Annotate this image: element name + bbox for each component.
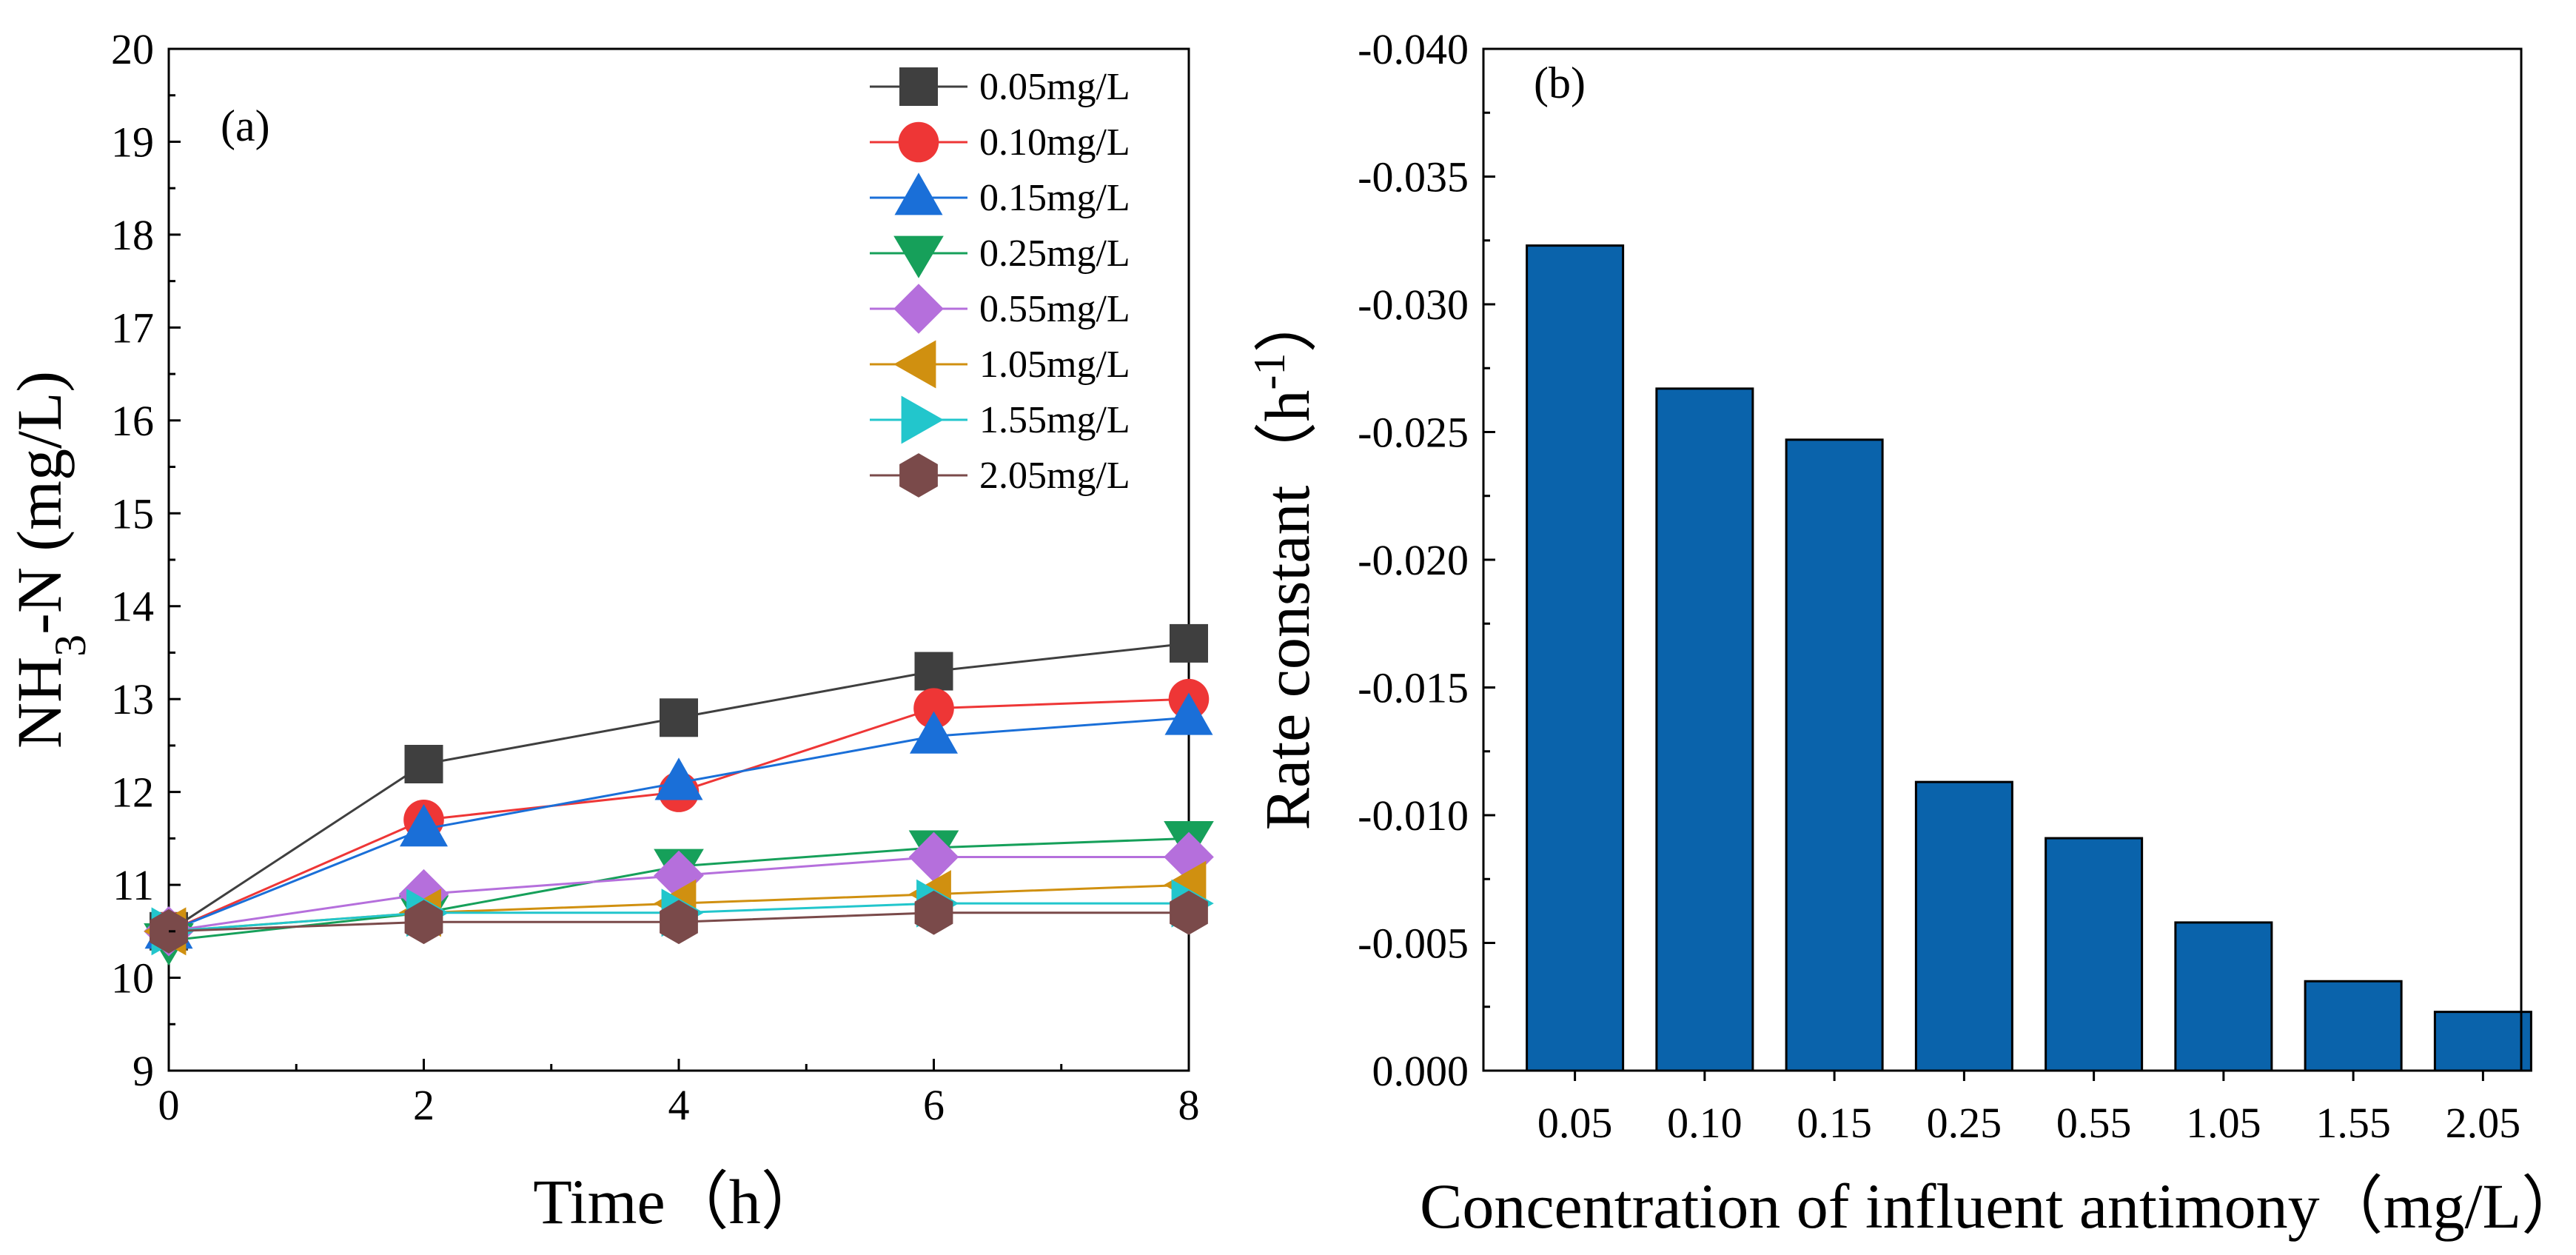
data-point bbox=[404, 745, 443, 783]
x-tick-label: 2.05 bbox=[2446, 1099, 2521, 1147]
bar bbox=[1785, 438, 1884, 1072]
panel-b-axes: 0.000 -0.005 -0.010 -0.015 -0.020 -0.025 -0.03… bbox=[1358, 25, 2520, 1147]
panel-a-series-group bbox=[144, 623, 1214, 966]
data-point bbox=[913, 688, 954, 729]
y-tick-label: 12 bbox=[111, 769, 154, 817]
legend-marker bbox=[893, 340, 936, 389]
legend-marker bbox=[894, 173, 943, 215]
data-point bbox=[654, 850, 704, 901]
data-point bbox=[398, 869, 449, 920]
legend-entry: 0.15mg/L bbox=[870, 173, 1130, 219]
data-point bbox=[1164, 692, 1213, 735]
panel-b-y-axis-title: Rate constant（h-1） bbox=[1245, 290, 1323, 831]
y-tick-label: -0.020 bbox=[1358, 536, 1469, 584]
y-tick-label: 14 bbox=[111, 583, 154, 631]
y-tick-label: 17 bbox=[111, 304, 154, 352]
panel-b-x-axis-title: Concentration of influent antimony（mg/L） bbox=[1420, 1171, 2576, 1242]
legend-marker bbox=[893, 284, 944, 334]
x-tick-label: 4 bbox=[668, 1081, 690, 1129]
data-point bbox=[914, 652, 953, 691]
y-tick-label: -0.030 bbox=[1358, 281, 1469, 329]
panel-a-x-axis-title: Time（h） bbox=[533, 1166, 824, 1237]
legend-entry: 0.55mg/L bbox=[870, 284, 1130, 334]
x-tick-label: 0.55 bbox=[2056, 1099, 2132, 1147]
y-tick-label: 20 bbox=[111, 25, 154, 73]
panel-a-axes: 9 10 11 12 13 14 15 16 17 18 19 20 0 2 4 6 8 bbox=[111, 25, 1200, 1129]
legend-label: 0.55mg/L bbox=[979, 288, 1130, 330]
data-point bbox=[914, 890, 953, 935]
y-tick-label: 13 bbox=[111, 675, 154, 723]
legend-label: 0.05mg/L bbox=[979, 66, 1130, 108]
series-2.05mg/L bbox=[150, 890, 1208, 954]
panel-a-y-axis-title: NH3-N (mg/L) bbox=[4, 371, 95, 749]
data-point bbox=[908, 831, 959, 883]
y-tick-label: 18 bbox=[111, 211, 154, 259]
y-tick-label: 19 bbox=[111, 118, 154, 166]
data-point bbox=[910, 711, 958, 754]
panel-b-label: (b) bbox=[1534, 58, 1586, 107]
x-tick-label: 8 bbox=[1178, 1081, 1200, 1129]
y-tick-label: -0.010 bbox=[1358, 792, 1469, 840]
x-tick-label: 2 bbox=[413, 1081, 435, 1129]
data-point bbox=[404, 900, 443, 945]
legend-entry: 1.05mg/L bbox=[870, 340, 1130, 389]
bar bbox=[2433, 1011, 2532, 1072]
panel-a-label: (a) bbox=[221, 101, 270, 150]
y-tick-label: -0.025 bbox=[1358, 409, 1469, 457]
legend-label: 1.55mg/L bbox=[979, 399, 1130, 441]
bar bbox=[1526, 244, 1625, 1072]
y-tick-label: 9 bbox=[133, 1047, 154, 1095]
y-tick-label: -0.015 bbox=[1358, 664, 1469, 712]
legend-marker bbox=[901, 395, 944, 444]
bar bbox=[2174, 921, 2273, 1072]
y-tick-label: 16 bbox=[111, 397, 154, 445]
x-tick-label: 0.10 bbox=[1667, 1099, 1743, 1147]
data-point bbox=[400, 804, 448, 847]
legend-entry: 0.25mg/L bbox=[870, 232, 1130, 278]
x-tick-label: 0.15 bbox=[1797, 1099, 1872, 1147]
y-tick-label: 11 bbox=[113, 861, 154, 909]
y-tick-label: -0.040 bbox=[1358, 25, 1469, 73]
panel-a-line-chart: 9 10 11 12 13 14 15 16 17 18 19 20 0 2 4 6 8 (a) 0.05mg/… bbox=[4, 25, 1214, 1237]
legend-label: 2.05mg/L bbox=[979, 455, 1130, 497]
y-tick-label: -0.035 bbox=[1358, 153, 1469, 201]
legend-marker bbox=[899, 67, 938, 106]
data-point bbox=[660, 698, 698, 737]
legend-label: 0.10mg/L bbox=[979, 121, 1130, 164]
bar bbox=[2045, 837, 2144, 1072]
bar bbox=[2304, 980, 2403, 1072]
legend-label: 0.25mg/L bbox=[979, 232, 1130, 275]
x-tick-label: 0.05 bbox=[1537, 1099, 1613, 1147]
data-point bbox=[654, 757, 703, 800]
legend-entry: 1.55mg/L bbox=[870, 395, 1130, 444]
legend-label: 1.05mg/L bbox=[979, 344, 1130, 386]
legend-marker bbox=[898, 121, 939, 163]
legend-marker bbox=[899, 453, 938, 498]
panel-b-bar-chart: 0.000 -0.005 -0.010 -0.015 -0.020 -0.025 -0.03… bbox=[1245, 25, 2576, 1242]
legend-entry: 2.05mg/L bbox=[870, 453, 1130, 498]
y-tick-label: -0.005 bbox=[1358, 920, 1469, 968]
legend-label: 0.15mg/L bbox=[979, 177, 1130, 219]
bar bbox=[1914, 780, 2013, 1072]
x-tick-label: 1.55 bbox=[2315, 1099, 2391, 1147]
panel-b-bars bbox=[1526, 244, 2532, 1072]
panel-a-legend: 0.05mg/L 0.10mg/L 0.15mg/L 0.25mg/L 0.55mg/L… bbox=[870, 66, 1130, 498]
x-tick-label: 0 bbox=[158, 1081, 180, 1129]
x-tick-label: 1.05 bbox=[2186, 1099, 2261, 1147]
legend-entry: 0.05mg/L bbox=[870, 66, 1130, 108]
legend-entry: 0.10mg/L bbox=[870, 121, 1130, 164]
series-0.15mg/L bbox=[144, 692, 1213, 949]
data-point bbox=[1170, 890, 1208, 935]
legend-marker bbox=[893, 235, 944, 278]
y-tick-label: 10 bbox=[111, 954, 154, 1003]
x-tick-label: 6 bbox=[923, 1081, 945, 1129]
data-point bbox=[1170, 623, 1208, 663]
y-tick-label: 0.000 bbox=[1372, 1047, 1469, 1095]
bar bbox=[1655, 387, 1754, 1072]
x-tick-label: 0.25 bbox=[1927, 1099, 2002, 1147]
data-point bbox=[660, 900, 698, 945]
y-tick-label: 15 bbox=[111, 489, 154, 538]
